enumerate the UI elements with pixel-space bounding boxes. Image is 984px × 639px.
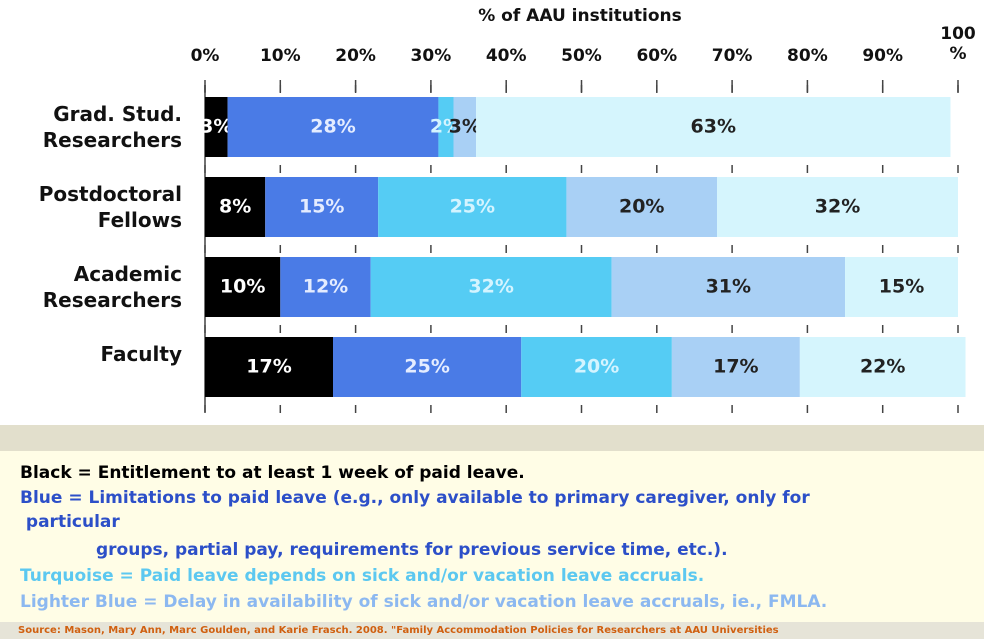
bar-segment [717,177,958,237]
bar-segment [205,177,266,237]
legend-note: groups, partial pay, requirements for pr… [96,540,728,560]
data-label: 22% [860,356,905,378]
y-tick-label: Faculty [100,342,182,366]
data-label: 25% [404,356,449,378]
bar-segment [845,257,958,317]
legend-note: particular [20,512,120,532]
source: Source: Mason, Mary Ann, Marc Goulden, a… [18,625,779,636]
x-tick-label: 100 % [940,24,976,64]
x-tick-label: 0% [190,46,220,66]
bar-segment [476,97,951,157]
data-label: 3% [200,116,232,138]
bar-segment [280,257,371,317]
data-label: 15% [879,276,924,298]
x-tick-label: 20% [335,46,376,66]
bar-segment [205,337,334,397]
source-band [0,622,984,639]
data-label: 3% [449,116,481,138]
chart-title: % of AAU institutions [478,6,682,26]
data-label: 17% [246,356,291,378]
y-tick-label: Postdoctoral Fellows [38,182,182,232]
data-label: 32% [815,196,860,218]
bar-segment [799,337,966,397]
data-label: 28% [310,116,355,138]
y-tick-label: Academic Researchers [42,262,182,312]
bar-segment [265,177,379,237]
legend-note: Lighter Blue = Delay in availability of … [20,592,828,612]
bar-segment [205,257,281,317]
data-label: 20% [574,356,619,378]
data-label: 8% [219,196,251,218]
bar-segment [227,97,439,157]
legend-note: Blue = Limitations to paid leave (e.g., … [20,488,810,508]
x-tick-label: 80% [787,46,828,66]
legend-note: Turquoise = Paid leave depends on sick a… [20,566,705,586]
x-tick-label: 90% [862,46,904,66]
data-label: 32% [468,276,513,298]
data-label: 20% [619,196,664,218]
data-label: 10% [220,276,265,298]
data-label: 15% [299,196,344,218]
x-tick-label: 30% [410,46,452,66]
bar-segment [566,177,718,237]
data-label: 12% [303,276,348,298]
bar-segment [611,257,846,317]
data-label: 31% [706,276,751,298]
bar-segment [205,97,228,157]
bar-segment [521,337,672,397]
bar-segment [378,177,567,237]
x-tick-label: 60% [636,46,678,66]
data-label: 63% [691,116,736,138]
bar-segment [671,337,800,397]
bar-segment [370,257,612,317]
data-label: 25% [450,196,495,218]
data-label: 17% [713,356,758,378]
y-tick-label: Grad. Stud. Researchers [42,102,182,152]
x-tick-label: 70% [711,46,753,66]
bar-segment [453,97,477,157]
x-tick-label: 50% [561,46,602,66]
legend-note: Black = Entitlement to at least 1 week o… [20,463,525,483]
bar-segment [438,97,454,157]
bar-segment [333,337,522,397]
x-tick-label: 10% [259,46,301,66]
separator-band [0,425,984,451]
x-tick-label: 40% [485,46,527,66]
